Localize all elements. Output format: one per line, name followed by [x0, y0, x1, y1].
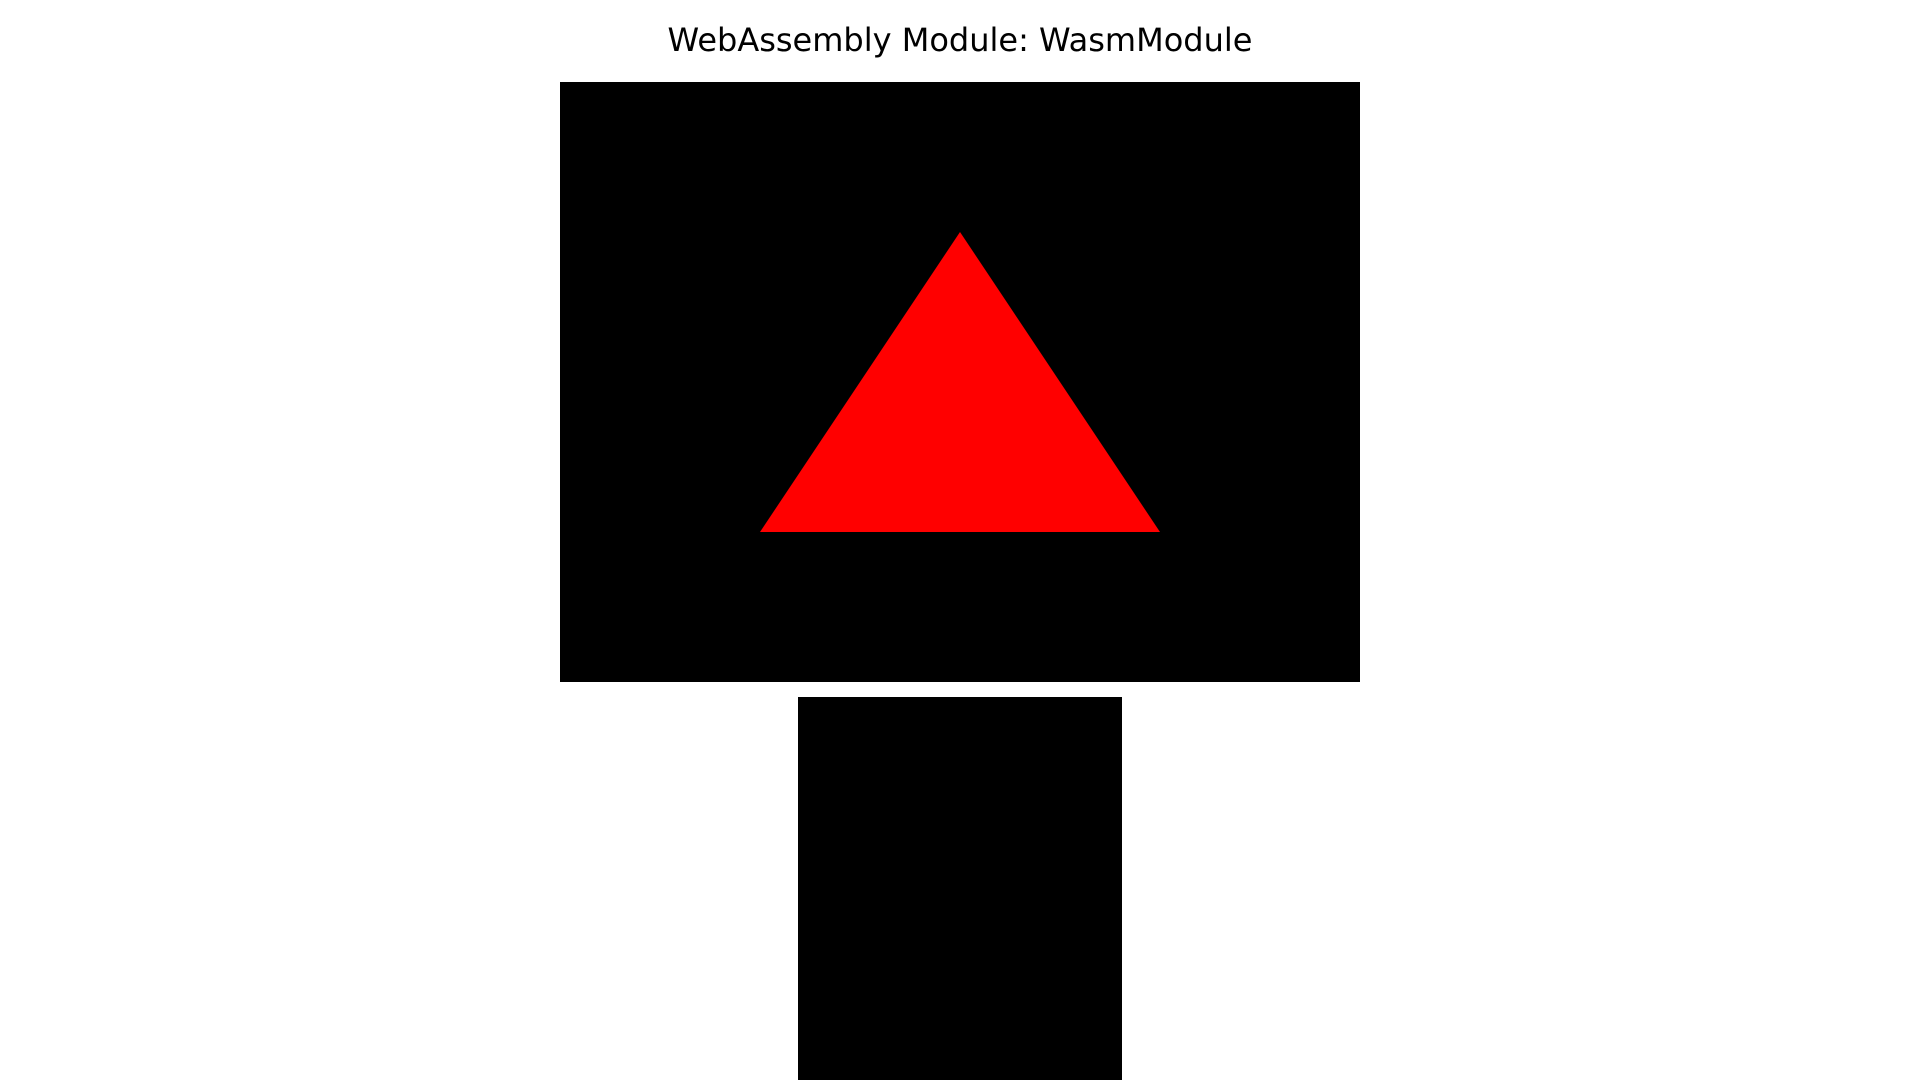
- page-title: WebAssembly Module: WasmModule: [667, 21, 1253, 59]
- render-canvas[interactable]: [560, 82, 1360, 682]
- secondary-canvas[interactable]: [798, 697, 1122, 1080]
- render-surface: [760, 232, 1160, 532]
- red-triangle: [760, 232, 1160, 532]
